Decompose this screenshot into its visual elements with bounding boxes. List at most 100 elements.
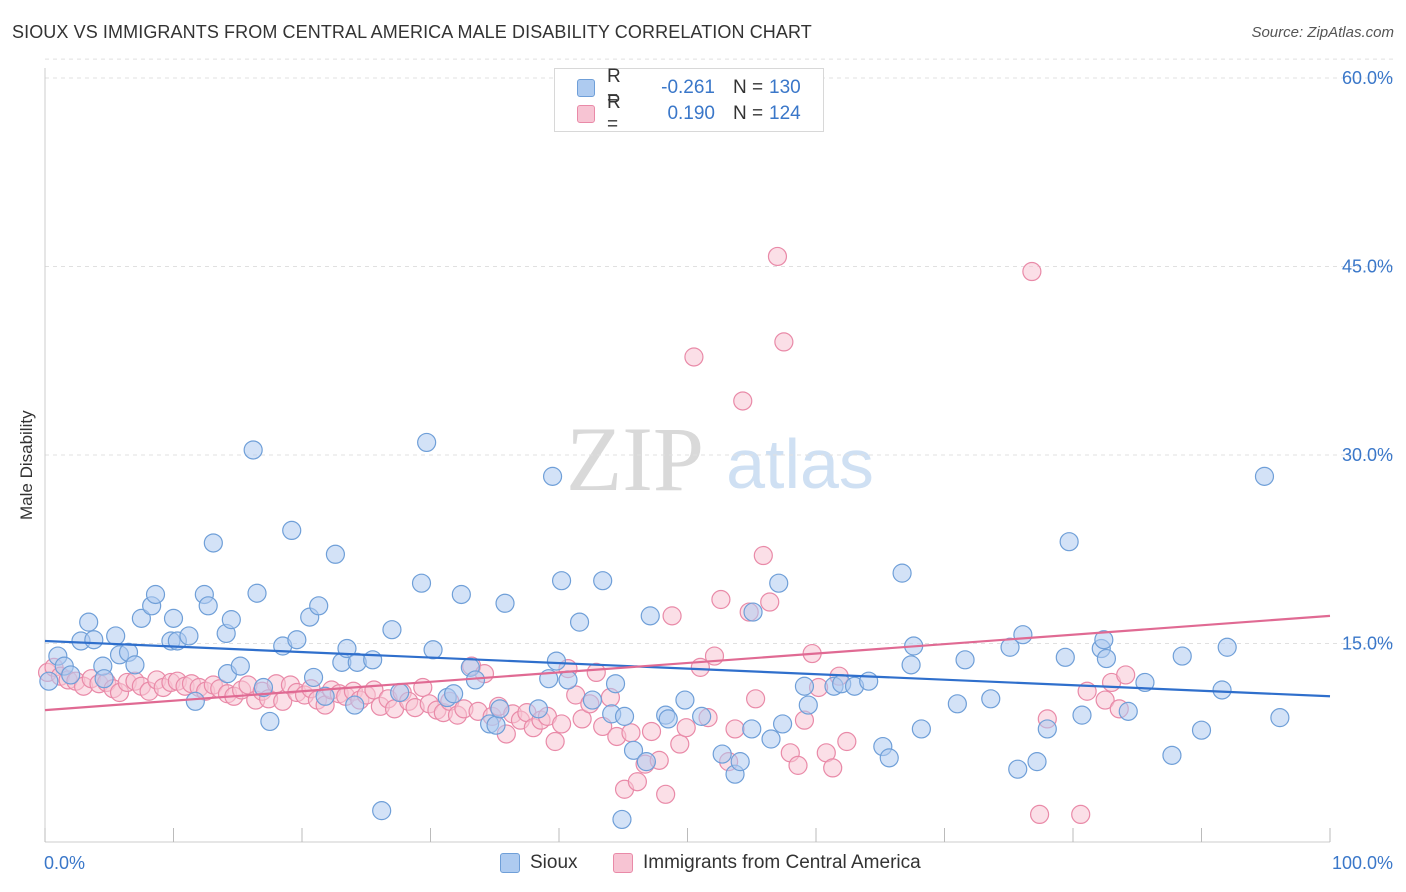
sioux-point <box>798 695 818 715</box>
immigrants-point <box>1029 804 1050 825</box>
immigrants-point <box>823 758 843 778</box>
sioux-point <box>79 612 99 632</box>
sioux-point <box>287 630 307 650</box>
sioux-point <box>1135 672 1155 693</box>
sioux-point <box>1059 532 1079 552</box>
immigrants-point <box>676 718 696 738</box>
sioux-point <box>743 602 763 622</box>
sioux-point <box>179 626 199 646</box>
legend-row-sioux: R = -0.261 N = 130 <box>577 66 801 109</box>
x-tick-label: 0.0% <box>44 853 85 873</box>
sioux-point <box>203 533 223 553</box>
sioux-point <box>260 711 280 732</box>
y-tick-label: 60.0% <box>1342 68 1393 88</box>
immigrants-point <box>572 709 592 729</box>
sioux-point <box>131 608 151 628</box>
sioux-point <box>417 432 437 453</box>
immigrants-trendline <box>44 614 1331 712</box>
immigrants-point <box>621 723 641 743</box>
sioux-point <box>185 691 205 711</box>
sioux-point <box>1094 630 1114 650</box>
r-label: R = <box>607 92 621 135</box>
sioux-point <box>1055 647 1075 667</box>
sioux-point <box>955 650 975 670</box>
sioux-point <box>1254 466 1275 486</box>
legend-label-immigrants: Immigrants from Central America <box>643 852 921 873</box>
sioux-point <box>315 686 335 706</box>
sioux-point <box>1172 646 1192 666</box>
sioux-point <box>1027 752 1047 772</box>
legend-item-immigrants: Immigrants from Central America <box>613 852 921 874</box>
immigrants-point <box>753 545 773 566</box>
immigrants-point <box>1116 665 1136 685</box>
sioux-point <box>345 695 365 715</box>
immigrants-point <box>746 689 766 709</box>
sioux-point <box>879 748 899 768</box>
sioux-point <box>605 674 626 694</box>
sioux-point <box>382 620 402 640</box>
r-label: R = <box>607 66 621 109</box>
sioux-point <box>444 684 464 704</box>
n-label: N = <box>733 103 764 124</box>
immigrants-point <box>774 332 794 352</box>
sioux-point <box>243 440 263 460</box>
sioux-point <box>1008 759 1028 779</box>
sioux-point <box>309 596 329 616</box>
sioux-point <box>390 682 410 703</box>
sioux-point <box>582 690 603 710</box>
n-value: 124 <box>769 103 801 124</box>
sioux-point <box>1191 720 1212 740</box>
sioux-point <box>490 699 510 719</box>
immigrants-point <box>767 246 788 267</box>
immigrants-point <box>725 719 745 739</box>
sioux-point <box>1270 708 1290 728</box>
immigrants-point <box>1022 261 1042 282</box>
sioux-point <box>542 466 563 486</box>
immigrants-point <box>656 784 676 804</box>
sioux-point <box>1118 701 1138 721</box>
sioux-point <box>39 671 59 691</box>
sioux-point <box>911 719 931 739</box>
sioux-point <box>614 706 635 726</box>
sioux-point <box>125 655 145 675</box>
immigrants-point <box>1071 804 1091 825</box>
immigrants-point <box>627 772 647 792</box>
y-tick-label: 15.0% <box>1342 634 1393 654</box>
sioux-point <box>612 809 632 830</box>
sioux-point <box>1037 719 1057 739</box>
sioux-point <box>1217 637 1237 657</box>
sioux-point <box>593 571 613 591</box>
sioux-swatch <box>577 79 595 97</box>
immigrants-point <box>545 731 565 752</box>
sioux-point <box>372 801 392 821</box>
legend-label-sioux: Sioux <box>530 852 578 873</box>
y-tick-label: 45.0% <box>1342 257 1393 277</box>
immigrants-swatch <box>577 105 595 123</box>
sioux-point <box>411 573 432 593</box>
sioux-point <box>145 584 166 605</box>
sioux-point <box>859 671 879 691</box>
sioux-point <box>1013 625 1033 645</box>
x-tick-label: 100.0% <box>1332 853 1393 873</box>
sioux-point <box>640 606 660 626</box>
sioux-point <box>253 677 274 698</box>
sioux-point <box>303 667 324 688</box>
sioux-point <box>94 669 114 689</box>
legend-row-immigrants: R = 0.190 N = 124 <box>577 92 801 135</box>
sioux-point <box>198 596 218 616</box>
sioux-point <box>282 520 302 541</box>
sioux-point <box>486 715 506 735</box>
sioux-point <box>769 573 789 593</box>
sioux-point <box>712 744 732 764</box>
sioux-point <box>1096 648 1117 669</box>
r-value: 0.190 <box>667 103 715 124</box>
sioux-point <box>61 665 81 685</box>
sioux-point <box>675 690 695 710</box>
sioux-point <box>730 752 750 772</box>
immigrants-point <box>788 755 808 775</box>
y-tick-label: 30.0% <box>1342 445 1393 465</box>
sioux-point <box>794 676 815 696</box>
immigrants-point <box>641 721 662 742</box>
sioux-point <box>636 752 656 772</box>
sioux-point <box>546 651 567 671</box>
